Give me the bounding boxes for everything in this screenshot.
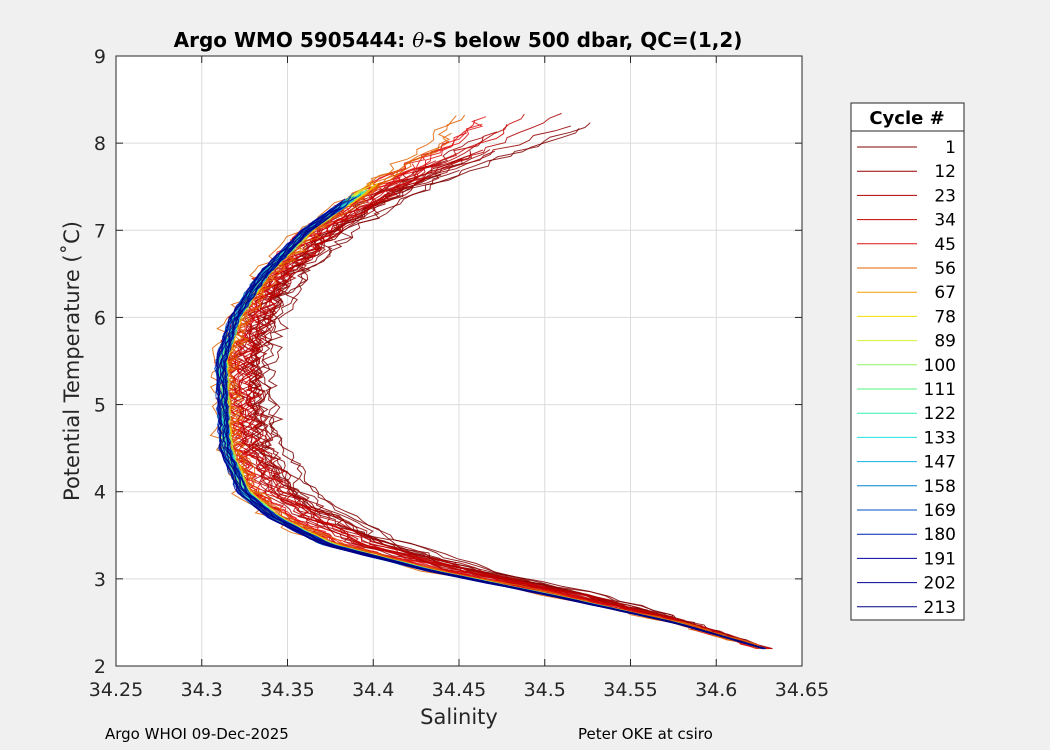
profile-curves <box>209 112 773 650</box>
profile-line-cycle-34 <box>236 113 759 650</box>
legend-label: 133 <box>924 428 956 448</box>
profile-line-cycle-34 <box>243 177 772 650</box>
y-tick-label: 4 <box>94 482 106 504</box>
x-tick-label: 34.45 <box>432 679 486 701</box>
legend-label: 45 <box>934 235 956 255</box>
x-tick-label: 34.25 <box>89 679 143 701</box>
y-tick-label: 3 <box>94 569 106 591</box>
profile-line-cycle-213 <box>223 212 766 650</box>
legend-label: 78 <box>934 307 956 327</box>
profile-line-cycle-1 <box>261 122 768 650</box>
legend-label: 100 <box>924 356 956 376</box>
profile-line-cycle-23 <box>244 149 757 649</box>
x-tick-label: 34.4 <box>352 679 394 701</box>
footer-right: Peter OKE at csiro <box>578 725 713 743</box>
legend-label: 67 <box>934 283 956 303</box>
legend-label: 147 <box>924 453 956 473</box>
profile-line-cycle-213 <box>219 206 767 650</box>
axis-ticks: 34.25 34.3 34.35 34.4 34.45 34.5 34.55 34.6 34.6… <box>89 46 829 701</box>
y-tick-label: 9 <box>94 46 106 68</box>
y-tick-label: 7 <box>94 220 106 242</box>
x-tick-label: 34.55 <box>603 679 657 701</box>
y-tick-label: 8 <box>94 133 106 155</box>
x-tick-label: 34.5 <box>524 679 566 701</box>
legend-label: 213 <box>924 598 956 618</box>
legend-label: 1 <box>945 138 956 158</box>
legend-items: 1 12 23 34 45 56 67 78 89 100 111 122 133 147 158 169 18… <box>857 138 956 618</box>
legend-label: 111 <box>924 380 956 400</box>
y-tick-label: 6 <box>94 307 106 329</box>
legend-label: 180 <box>924 525 956 545</box>
y-axis-label: Potential Temperature (˚C) <box>60 221 84 501</box>
legend-label: 34 <box>934 211 956 231</box>
legend-label: 56 <box>934 259 956 279</box>
legend-label: 169 <box>924 501 956 521</box>
legend-label: 12 <box>934 162 956 182</box>
profile-line-cycle-34 <box>234 164 769 650</box>
x-tick-label: 34.35 <box>260 679 314 701</box>
legend-label: 158 <box>924 477 956 497</box>
x-tick-label: 34.3 <box>181 679 223 701</box>
chart-title-suffix: -S below 500 dbar, QC=(1,2) <box>424 28 742 52</box>
x-axis-label: Salinity <box>420 705 498 729</box>
footer-left: Argo WHOI 09-Dec-2025 <box>105 725 289 743</box>
legend-label: 202 <box>924 574 956 594</box>
x-tick-label: 34.65 <box>775 679 829 701</box>
y-tick-label: 5 <box>94 395 106 417</box>
legend-label: 122 <box>924 404 956 424</box>
chart-title-theta: θ <box>412 28 424 52</box>
y-tick-label: 2 <box>94 656 106 678</box>
legend: Cycle # 1 12 23 34 45 56 67 78 89 100 111 122 133 147… <box>850 102 965 621</box>
legend-label: 191 <box>924 549 956 569</box>
legend-title: Cycle # <box>869 108 944 129</box>
x-tick-label: 34.6 <box>695 679 737 701</box>
chart-title: Argo WMO 5905444: θ-S below 500 dbar, QC… <box>174 28 743 52</box>
legend-label: 89 <box>934 332 956 352</box>
legend-label: 23 <box>934 186 956 206</box>
chart-title-prefix: Argo WMO 5905444: <box>174 28 413 52</box>
